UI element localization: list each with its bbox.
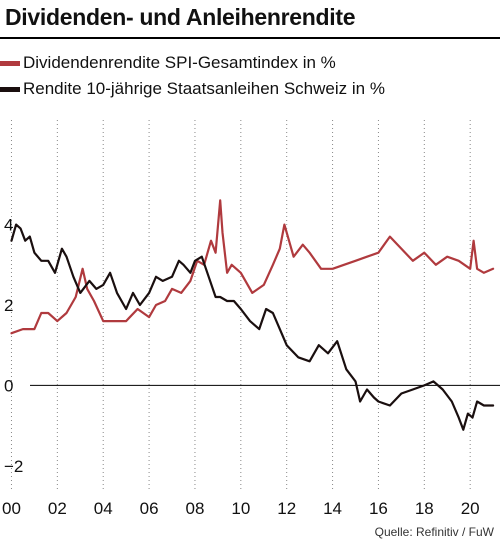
chart-title: Dividenden- und Anleihenrendite [5, 4, 356, 30]
source-note: Quelle: Refinitiv / FuW [374, 525, 494, 539]
x-tick-label-02: 02 [48, 499, 67, 518]
y-tick-label-3: 0 [4, 376, 13, 395]
x-tick-label-06: 06 [140, 499, 159, 518]
legend-label-dividend: Dividendenrendite SPI-Gesamtindex in % [23, 53, 336, 72]
x-tick-label-04: 04 [94, 499, 113, 518]
series-line-dividend [10, 199, 495, 335]
x-tick-label-16: 16 [369, 499, 388, 518]
legend-swatch-dividend [0, 61, 20, 66]
x-tick-label-08: 08 [185, 499, 204, 518]
x-tick-label-20: 20 [461, 499, 480, 518]
line-chart: 420−200 02 04 06 08 10 12 14 16 18 20 [2, 120, 500, 518]
x-tick-label-18: 18 [415, 499, 434, 518]
y-tick-label-1: 4 [4, 216, 13, 235]
legend-swatch-bond [0, 87, 20, 92]
y-tick-label-2: 2 [4, 296, 13, 315]
x-tick-label-00: 00 [2, 499, 21, 518]
series-line-bond [10, 223, 495, 431]
y-tick-label-4: −2 [4, 457, 23, 476]
legend-label-bond: Rendite 10-jährige Staatsanleihen Schwei… [23, 79, 385, 98]
x-tick-label-10: 10 [231, 499, 250, 518]
x-tick-label-12: 12 [277, 499, 296, 518]
title-rule [0, 37, 500, 39]
x-tick-label-14: 14 [323, 499, 342, 518]
